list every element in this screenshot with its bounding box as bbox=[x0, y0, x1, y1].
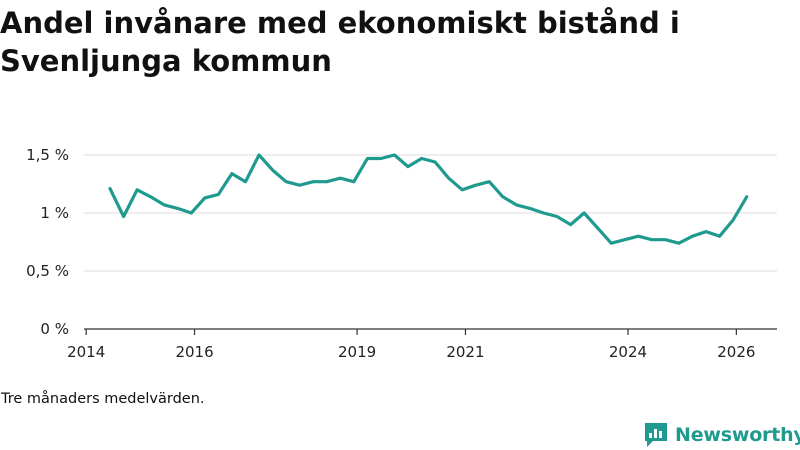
data-point bbox=[204, 197, 206, 199]
data-point bbox=[651, 239, 653, 241]
data-point bbox=[678, 242, 680, 244]
data-point bbox=[448, 177, 450, 179]
data-point bbox=[217, 193, 219, 195]
data-point bbox=[610, 242, 612, 244]
x-tick-label: 2014 bbox=[67, 343, 105, 361]
x-tick-label: 2019 bbox=[338, 343, 376, 361]
y-tick-label: 1 % bbox=[40, 204, 69, 222]
y-tick-label: 1,5 % bbox=[26, 146, 69, 164]
data-point bbox=[556, 215, 558, 217]
line-chart: 0 % 0,5 % 1 % 1,5 % 2014 2016 2019 2021 2024 202… bbox=[26, 146, 777, 361]
data-point bbox=[732, 219, 734, 221]
data-point bbox=[353, 181, 355, 183]
data-point bbox=[637, 235, 639, 237]
data-point bbox=[298, 184, 300, 186]
data-point bbox=[190, 212, 192, 214]
data-point bbox=[691, 235, 693, 237]
data-point bbox=[569, 223, 571, 225]
data-point bbox=[420, 157, 422, 159]
data-point bbox=[339, 177, 341, 179]
data-point bbox=[597, 227, 599, 229]
brand-logo: Newsworthy bbox=[643, 420, 800, 450]
data-point bbox=[163, 204, 165, 206]
x-tick-label: 2024 bbox=[609, 343, 647, 361]
data-point bbox=[271, 169, 273, 171]
chart-note: Tre månaders medelvärden. bbox=[1, 391, 205, 407]
data-point bbox=[583, 212, 585, 214]
data-point bbox=[312, 181, 314, 183]
data-point bbox=[434, 161, 436, 163]
data-point bbox=[231, 172, 233, 174]
data-point bbox=[624, 239, 626, 241]
x-tick-label: 2016 bbox=[175, 343, 213, 361]
y-axis-ticks: 0 % 0,5 % 1 % 1,5 % bbox=[26, 146, 69, 338]
data-point bbox=[136, 189, 138, 191]
data-point bbox=[258, 154, 260, 156]
data-point bbox=[149, 196, 151, 198]
data-point bbox=[244, 181, 246, 183]
data-point bbox=[461, 189, 463, 191]
x-axis: 2014 2016 2019 2021 2024 2026 bbox=[67, 328, 777, 361]
data-point bbox=[109, 187, 111, 189]
series-group bbox=[108, 153, 749, 245]
brand-name: Newsworthy bbox=[675, 424, 800, 446]
newsworthy-logo-icon bbox=[645, 423, 667, 447]
data-point bbox=[475, 184, 477, 186]
series-line-0 bbox=[108, 153, 749, 245]
data-point bbox=[705, 230, 707, 232]
data-point bbox=[502, 196, 504, 198]
data-point bbox=[393, 154, 395, 156]
data-point bbox=[407, 165, 409, 167]
data-point bbox=[380, 157, 382, 159]
data-point bbox=[515, 204, 517, 206]
x-tick-label: 2021 bbox=[446, 343, 484, 361]
data-point bbox=[542, 212, 544, 214]
data-point bbox=[366, 157, 368, 159]
data-point bbox=[122, 215, 124, 217]
y-tick-label: 0 % bbox=[40, 320, 69, 338]
y-tick-label: 0,5 % bbox=[26, 262, 69, 280]
x-tick-label: 2026 bbox=[717, 343, 755, 361]
data-point bbox=[746, 196, 748, 198]
gridlines bbox=[84, 154, 777, 272]
data-point bbox=[664, 239, 666, 241]
data-point bbox=[529, 207, 531, 209]
data-point bbox=[718, 235, 720, 237]
data-point bbox=[488, 181, 490, 183]
data-point bbox=[326, 181, 328, 183]
data-point bbox=[177, 207, 179, 209]
chart-title: Andel invånare med ekonomiskt bistånd i … bbox=[0, 6, 680, 78]
data-point bbox=[285, 181, 287, 183]
